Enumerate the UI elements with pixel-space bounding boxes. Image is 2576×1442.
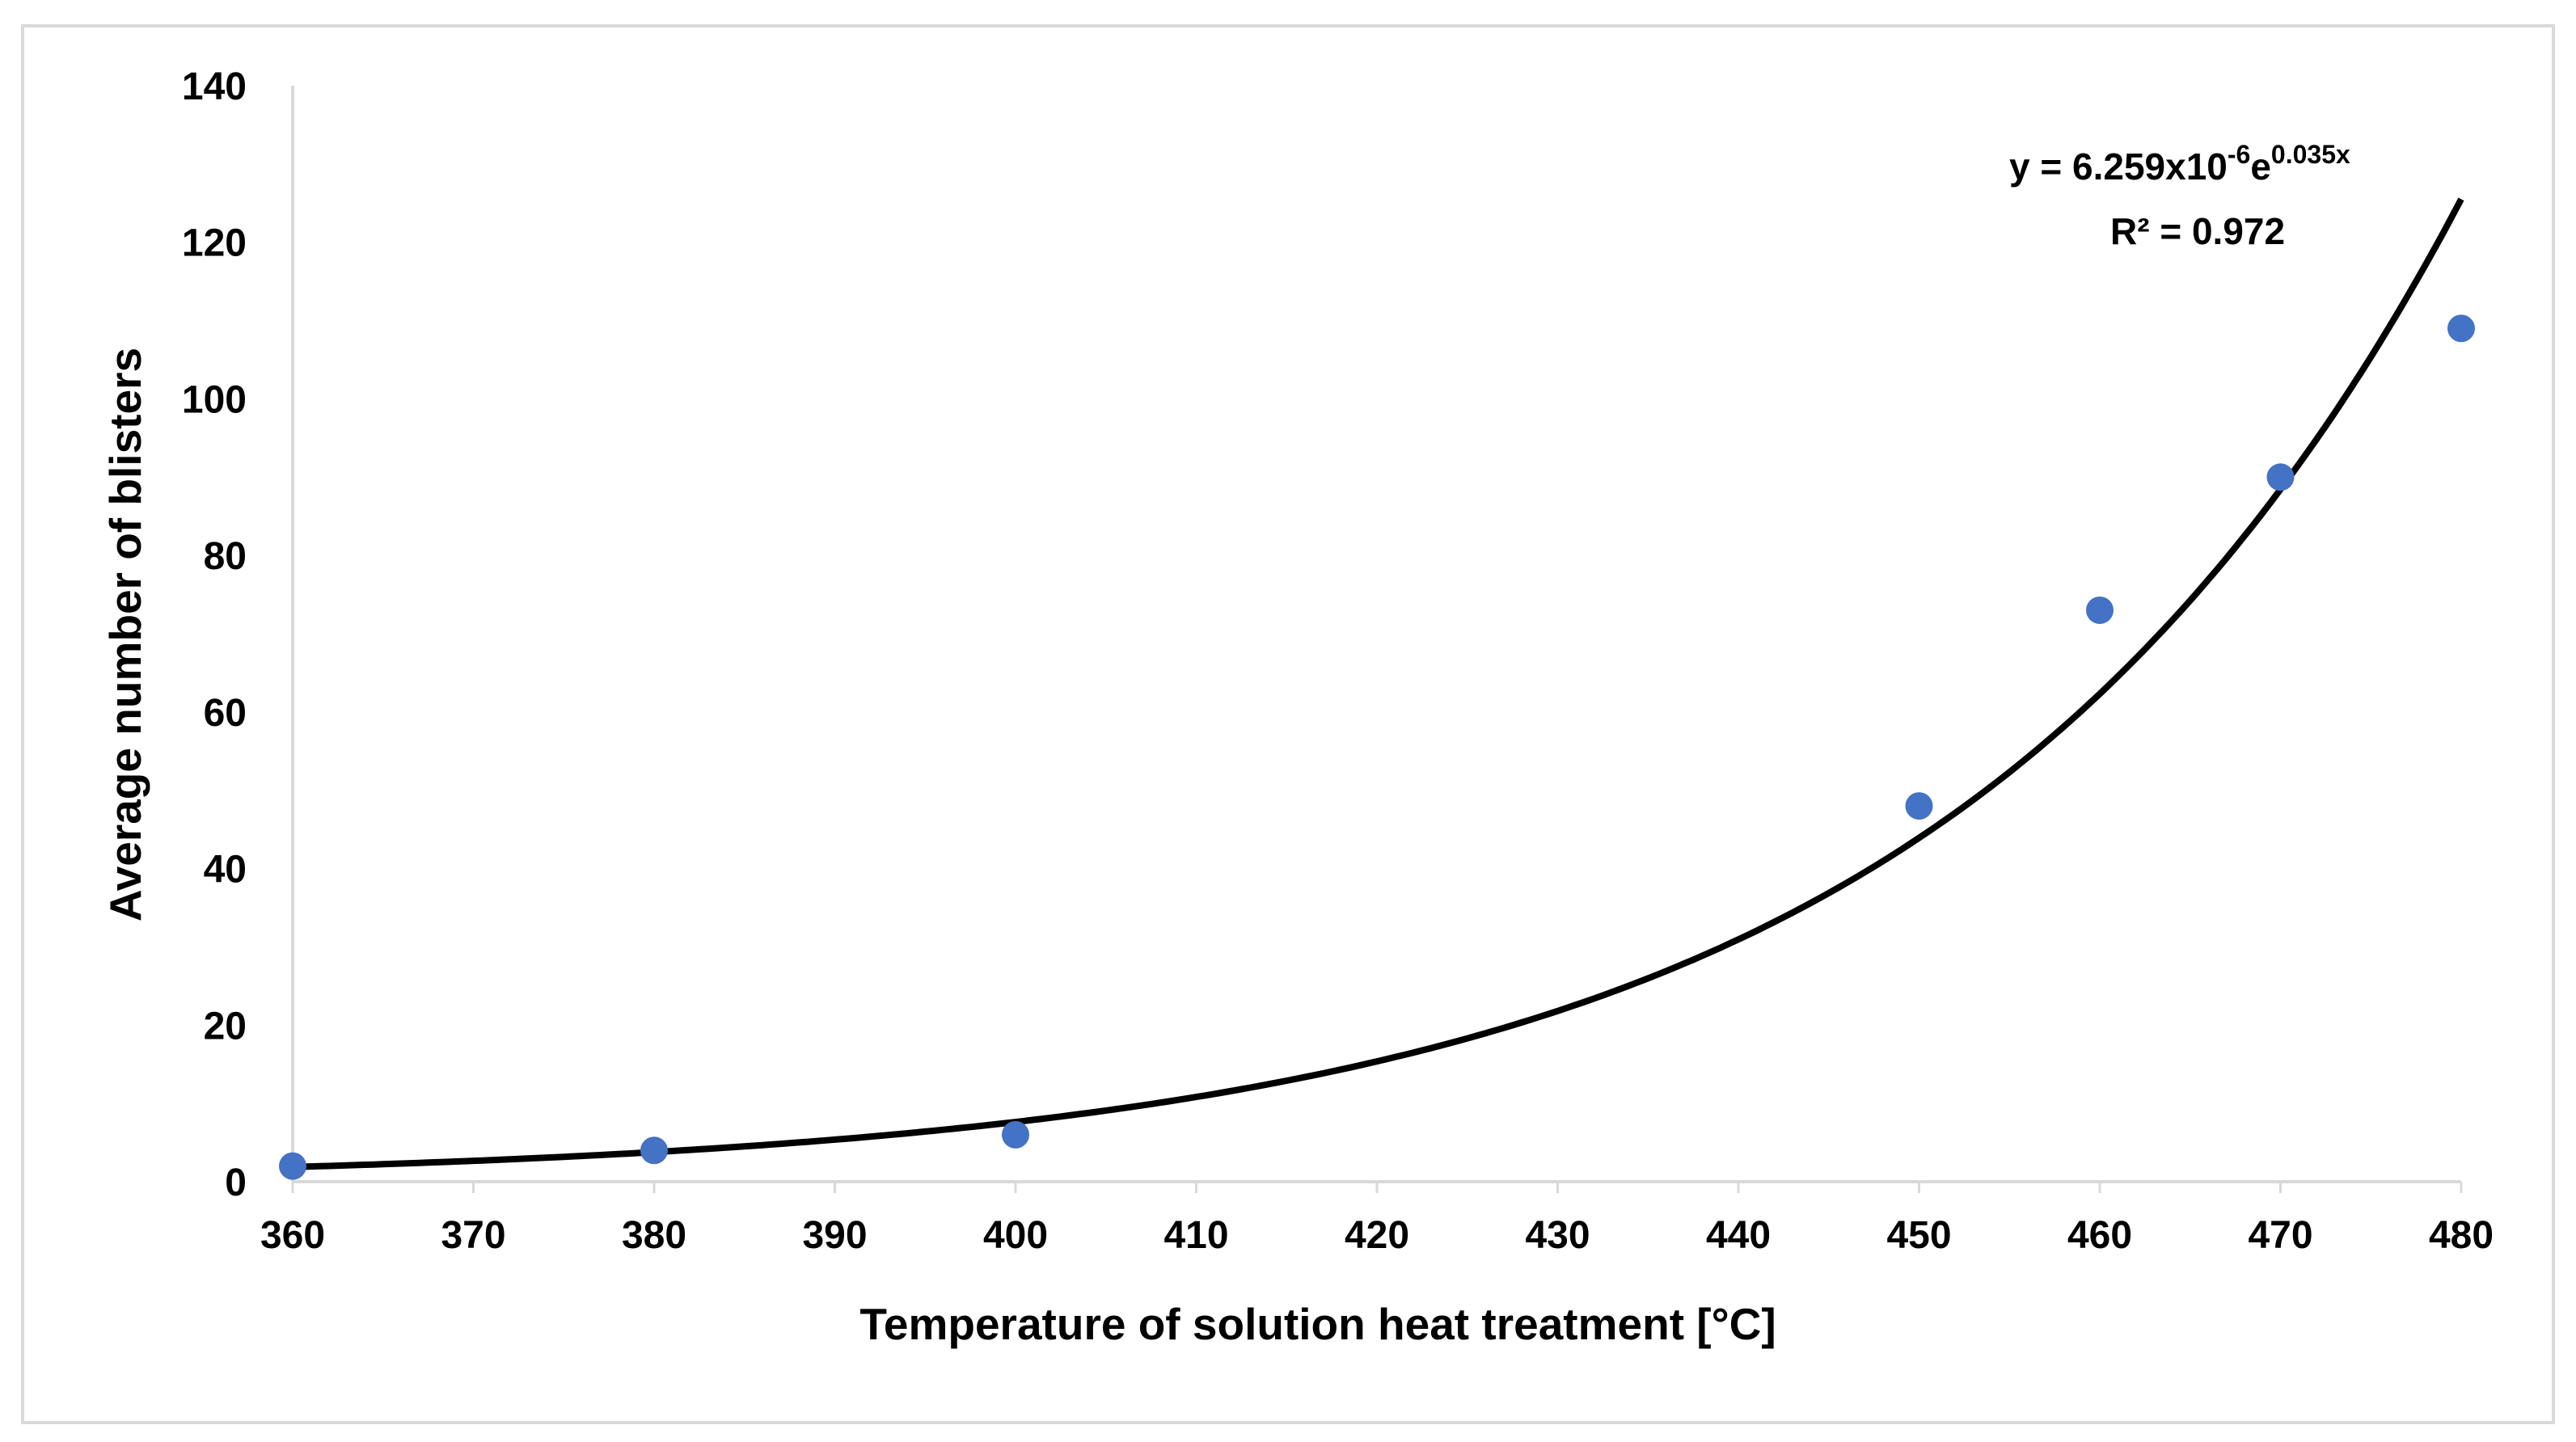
y-tick-label: 120 xyxy=(182,222,247,265)
x-tick-label: 470 xyxy=(2248,1214,2312,1257)
x-tick-label: 480 xyxy=(2429,1214,2494,1257)
data-point xyxy=(2266,463,2295,491)
data-point xyxy=(2447,314,2475,343)
x-tick-label: 400 xyxy=(983,1214,1048,1257)
y-tick-label: 140 xyxy=(182,65,247,108)
y-tick-label: 0 xyxy=(225,1162,247,1204)
y-axis-ticks: 0 20 40 60 80 100 120 140 xyxy=(182,65,247,1204)
trendline-equation: y = 6.259x10-6e0.035x xyxy=(2009,140,2350,188)
y-axis-title: Average number of blisters xyxy=(100,348,150,921)
x-axis-title: Temperature of solution heat treatment [… xyxy=(859,1299,1776,1349)
chart-frame xyxy=(21,24,2555,1424)
x-axis-ticks: 360 370 380 390 400 410 420 430 440 450 460 470 480 xyxy=(260,1182,2494,1257)
data-point xyxy=(2086,596,2114,624)
y-tick-label: 100 xyxy=(182,378,247,421)
x-tick-label: 410 xyxy=(1163,1214,1228,1257)
y-tick-label: 20 xyxy=(204,1005,247,1048)
x-tick-label: 460 xyxy=(2067,1214,2132,1257)
y-tick-label: 60 xyxy=(204,692,247,735)
plot-area: 0 20 40 60 80 100 120 140 360 370 380 390 400 410 420… xyxy=(182,65,2494,1257)
x-tick-label: 420 xyxy=(1345,1214,1409,1257)
equation-exponent-1: -6 xyxy=(2228,140,2250,169)
data-point xyxy=(640,1136,668,1165)
data-point xyxy=(1002,1120,1029,1149)
y-tick-label: 80 xyxy=(204,535,247,578)
equation-exponent-2: 0.035x xyxy=(2271,140,2350,169)
r-squared-label: R² = 0.972 xyxy=(2110,210,2285,252)
data-point xyxy=(1905,792,1933,820)
data-point xyxy=(279,1152,306,1180)
equation-base-e: e xyxy=(2250,145,2271,188)
x-tick-label: 370 xyxy=(441,1214,505,1257)
equation-prefix: y = 6.259x10 xyxy=(2009,145,2228,188)
x-tick-label: 430 xyxy=(1525,1214,1590,1257)
y-tick-label: 40 xyxy=(204,849,247,892)
x-tick-label: 450 xyxy=(1886,1214,1951,1257)
x-tick-label: 380 xyxy=(622,1214,686,1257)
x-tick-label: 390 xyxy=(802,1214,867,1257)
data-points xyxy=(279,314,2475,1180)
x-tick-label: 360 xyxy=(260,1214,325,1257)
x-tick-label: 440 xyxy=(1706,1214,1771,1257)
